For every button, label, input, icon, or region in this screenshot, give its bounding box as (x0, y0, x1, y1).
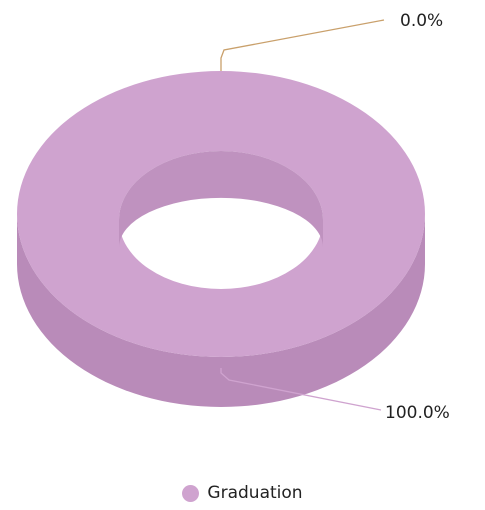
donut-slice-graduation[interactable] (17, 71, 425, 357)
leader-line-graduation (220, 368, 382, 411)
donut-outer-side (17, 214, 425, 407)
leader-line-zero (220, 19, 385, 71)
legend-swatch-graduation[interactable] (182, 484, 200, 502)
legend-label-graduation[interactable]: Graduation (207, 483, 303, 503)
legend: Graduation (0, 483, 485, 503)
donut-inner-wall (119, 151, 323, 248)
data-label-graduation: 100.0% (385, 403, 450, 423)
data-label-zero: 0.0% (400, 11, 443, 31)
